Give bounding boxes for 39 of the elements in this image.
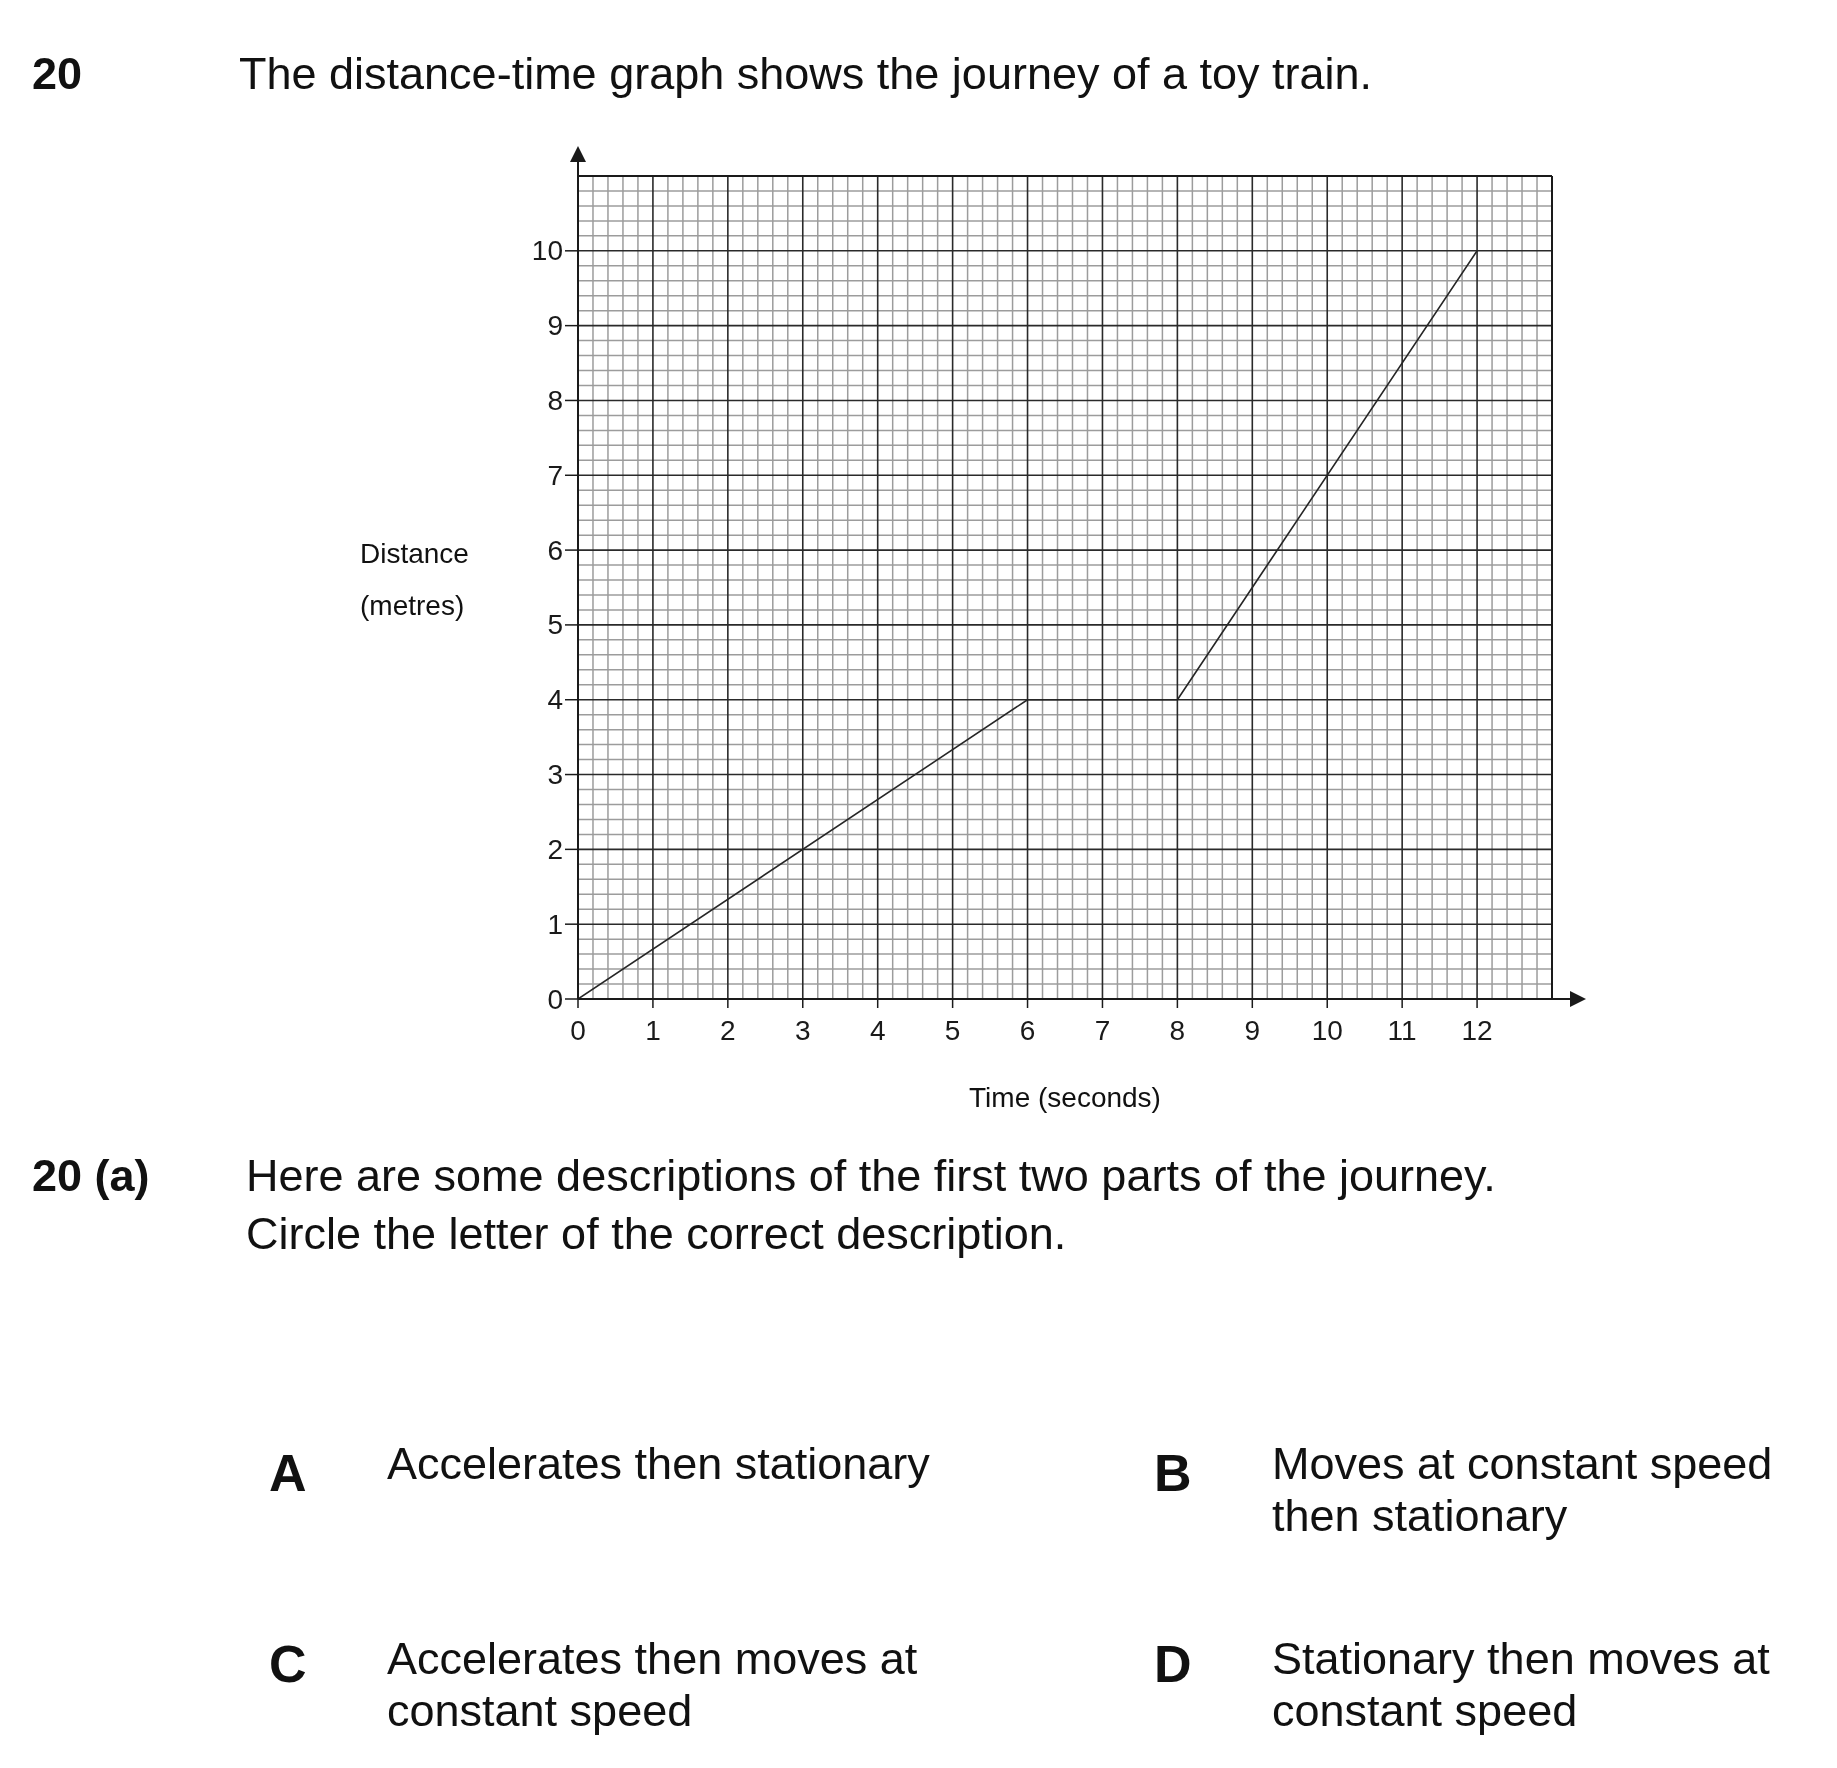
y-tick-label: 10	[531, 235, 563, 267]
text: Moves at constant speed then stationary	[1272, 1438, 1774, 1542]
x-tick-label: 11	[1387, 1014, 1417, 1046]
x-tick-label: 6	[1019, 1014, 1036, 1046]
text: D	[1154, 1634, 1192, 1694]
y-tick-label: 8	[547, 384, 563, 416]
y-tick-label: 0	[547, 983, 563, 1015]
x-tick-label: 7	[1094, 1014, 1111, 1046]
y-tick-label: 1	[547, 908, 563, 940]
x-tick-label: 3	[794, 1014, 811, 1046]
text: C	[269, 1634, 307, 1694]
y-tick-label: 7	[547, 459, 563, 491]
text: B	[1154, 1443, 1192, 1503]
x-axis-title: Time (seconds)	[968, 1081, 1162, 1115]
text: Circle the letter of the correct description.	[246, 1208, 1067, 1260]
text: Here are some descriptions of the first two parts of the journey.	[246, 1150, 1496, 1202]
x-tick-label: 10	[1311, 1014, 1343, 1046]
y-tick-label: 4	[547, 684, 563, 716]
x-tick-label: 4	[869, 1014, 886, 1046]
text: Accelerates then moves at constant speed	[387, 1633, 919, 1737]
text: 20	[32, 48, 83, 100]
y-tick-label: 5	[547, 609, 563, 641]
x-tick-label: 0	[570, 1014, 586, 1046]
x-tick-label: 2	[720, 1014, 736, 1046]
x-tick-label: 9	[1244, 1014, 1261, 1046]
text: A	[269, 1443, 307, 1503]
y-tick-label: 3	[547, 759, 563, 791]
chart-title: The distance-time graph shows the journey of a toy train.	[239, 48, 1373, 100]
y-tick-label: 9	[547, 310, 563, 342]
x-tick-label: 5	[944, 1014, 961, 1046]
y-tick-label: 2	[547, 833, 563, 865]
text: Accelerates then stationary	[387, 1438, 931, 1490]
x-tick-label: 12	[1461, 1014, 1493, 1046]
y-tick-label: 6	[547, 534, 563, 566]
x-tick-label: 1	[645, 1014, 661, 1046]
y-axis-title: Distance (metres)	[360, 537, 470, 623]
x-tick-label: 8	[1169, 1014, 1186, 1046]
text: 20 (a)	[32, 1150, 150, 1202]
text: Stationary then moves at constant speed	[1272, 1633, 1771, 1737]
